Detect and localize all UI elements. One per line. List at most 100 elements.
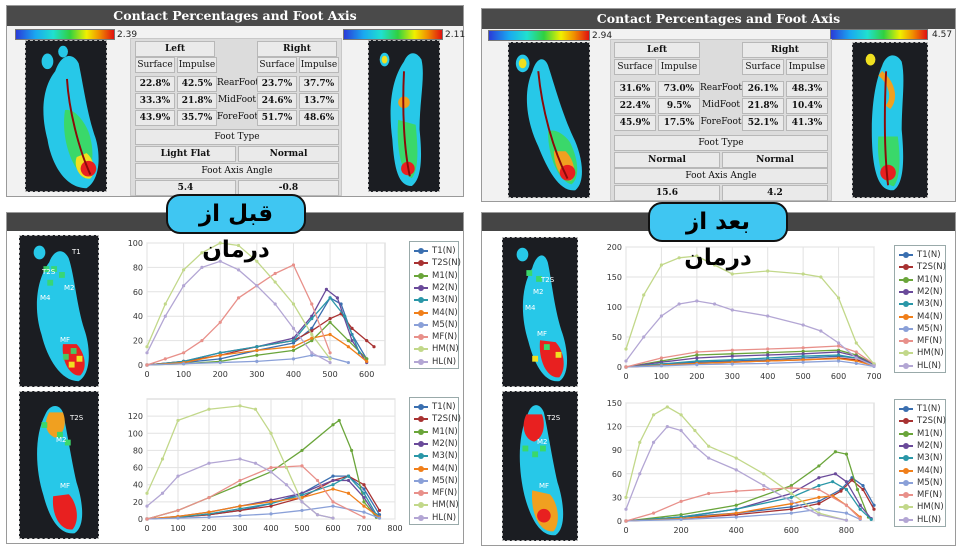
after-top-xtick-label: 300 xyxy=(725,372,740,381)
after-top-legend-swatch xyxy=(899,338,913,345)
before-top-point-mf xyxy=(200,339,204,343)
before-bottom-ytick-label: 120 xyxy=(128,412,143,421)
after-bottom-point-m2 xyxy=(858,503,862,507)
after-top-point-hm xyxy=(854,341,858,345)
before-bottom-point-mf xyxy=(269,465,273,470)
before-bottom-point-m1 xyxy=(300,448,304,453)
after-mid-right-impulse: 10.4% xyxy=(786,98,828,114)
before-bottom-legend-swatch xyxy=(414,404,428,410)
after-top-legend-label: HM(N) xyxy=(917,348,944,359)
before-top-xtick-label: 0 xyxy=(144,370,149,379)
after-bottom-legend-item-m3: M3(N) xyxy=(895,452,945,464)
after-treatment-label: بعد از درمان xyxy=(648,202,788,271)
after-top-point-m1 xyxy=(801,349,805,353)
after-top-legend-item-m4: M4(N) xyxy=(895,311,945,323)
after-top-point-hm xyxy=(801,272,805,276)
after-bottom-legend-swatch xyxy=(899,492,913,499)
before-bottom-point-hl xyxy=(145,504,149,508)
after-bottom-point-m3 xyxy=(831,480,835,484)
before-bottom-legend-label: MF(N) xyxy=(432,488,458,499)
after-top-legend-swatch xyxy=(899,313,913,320)
before-foot-type-right: Normal xyxy=(238,146,339,162)
before-bottom-point-hm xyxy=(269,431,273,435)
before-fore-label: ForeFoot xyxy=(217,112,259,122)
after-bottom-point-hl xyxy=(651,440,656,444)
before-top-point-hl xyxy=(310,351,314,355)
before-bottom-point-hl xyxy=(238,457,242,461)
after-top-legend-label: M4(N) xyxy=(917,311,943,322)
before-bottom-point-m1 xyxy=(350,448,354,453)
before-bottom-ytick-label: 20 xyxy=(133,498,143,507)
before-top-point-mf xyxy=(273,271,277,276)
after-top-legend-label: M1(N) xyxy=(917,274,943,285)
before-bottom-point-hm xyxy=(207,407,211,411)
before-top-chart: 0 20 40 60 80 100 0 100 200 300 400 500 600 xyxy=(115,235,395,385)
after-bottom-point-m5 xyxy=(734,515,738,519)
after-bottom-point-hl xyxy=(789,499,793,503)
after-top-point-mf xyxy=(766,347,770,351)
after-top-point-m1 xyxy=(766,351,770,355)
before-top-legend-label: M3(N) xyxy=(432,295,458,306)
after-top-point-mf xyxy=(695,350,699,354)
before-bottom-point-m4 xyxy=(238,504,242,508)
before-bottom-point-m5 xyxy=(377,516,382,520)
after-bottom-legend-item-m2: M2(N) xyxy=(895,440,945,452)
after-bottom-ytick-label: 30 xyxy=(612,493,622,502)
before-bottom-point-m1 xyxy=(337,418,341,423)
before-bottom-xtick-label: 300 xyxy=(232,524,247,533)
before-top-point-m5 xyxy=(291,357,296,361)
before-top-point-hl xyxy=(255,284,259,288)
after-bottom-legend-label: MF(N) xyxy=(917,490,943,501)
after-top-point-m1 xyxy=(730,352,734,356)
after-right-map-label-m2: M2 xyxy=(537,438,548,446)
after-top-point-hm xyxy=(659,263,664,267)
before-top-legend-label: HL(N) xyxy=(432,356,457,367)
before-bottom-legend-item-m3: M3(N) xyxy=(410,450,458,462)
after-top-point-m2 xyxy=(695,356,699,360)
after-top-point-hl xyxy=(642,335,646,339)
before-top-point-m3 xyxy=(218,351,222,355)
before-top-point-m4 xyxy=(346,345,350,349)
after-bottom-point-mf xyxy=(817,487,821,492)
after-mid-label: MidFoot xyxy=(701,100,741,110)
after-bottom-point-m1 xyxy=(844,452,849,456)
after-bottom-legend-swatch xyxy=(899,442,913,449)
before-top-point-m3 xyxy=(328,296,332,300)
after-top-xtick-label: 600 xyxy=(831,372,846,381)
after-bottom-point-mf xyxy=(762,487,766,492)
after-bottom-point-mf xyxy=(789,486,793,490)
before-contact-panel: Contact Percentages and Foot Axis 2.39 2… xyxy=(6,5,465,197)
before-bottom-point-m4 xyxy=(269,500,273,504)
after-bottom-point-mf xyxy=(707,491,711,496)
before-bottom-point-t1 xyxy=(331,474,335,478)
before-bottom-xtick-label: 500 xyxy=(294,524,309,533)
after-fore-right-impulse: 41.3% xyxy=(786,115,828,131)
after-right-impulse-header: Impulse xyxy=(786,59,828,75)
before-bottom-point-m5 xyxy=(269,512,273,516)
after-top-point-m5 xyxy=(659,364,664,368)
before-bottom-point-mf xyxy=(362,515,366,519)
after-bottom-ytick-label: 60 xyxy=(612,470,622,479)
before-top-point-t2s xyxy=(328,317,332,321)
after-top-point-hm xyxy=(836,296,841,300)
after-bottom-point-hl xyxy=(665,425,669,429)
after-top-legend-swatch xyxy=(899,350,913,357)
after-top-point-hm xyxy=(766,269,770,273)
before-top-point-hl xyxy=(200,265,204,269)
after-top-legend-label: M5(N) xyxy=(917,323,943,334)
before-rear-right-impulse: 37.7% xyxy=(299,76,339,92)
after-foot-type-label: Foot Type xyxy=(614,135,828,151)
before-top-ytick-label: 20 xyxy=(133,337,143,346)
after-bottom-legend-swatch xyxy=(899,430,913,437)
after-right-colorbar xyxy=(830,29,928,40)
before-bottom-point-m3 xyxy=(362,491,366,495)
before-top-legend-item-m3: M3(N) xyxy=(410,294,458,306)
after-bottom-point-m4 xyxy=(734,511,738,515)
after-top-point-m4 xyxy=(836,357,841,361)
after-left-scale-value: 2.94 xyxy=(592,31,613,41)
after-bottom-legend-label: M5(N) xyxy=(917,477,943,488)
after-top-legend-label: HL(N) xyxy=(917,360,942,371)
after-rear-right-surface: 26.1% xyxy=(742,81,784,97)
after-top-chart: 0 50 100 150 200 0 100 200 300 400 500 600 700 xyxy=(594,239,884,387)
before-top-legend-item-m1: M1(N) xyxy=(410,270,458,282)
